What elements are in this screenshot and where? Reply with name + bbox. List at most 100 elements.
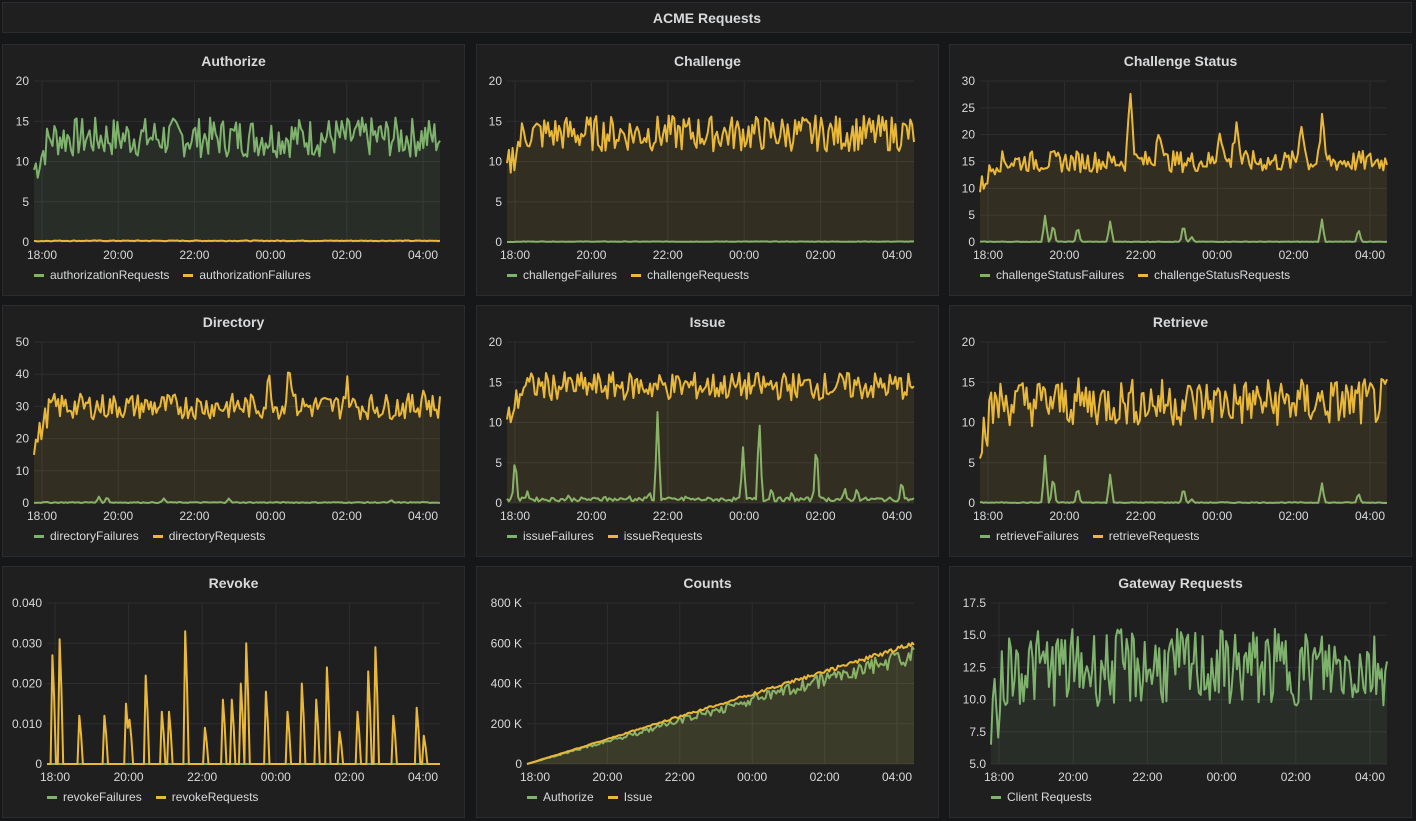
series-line-authorizationRequests[interactable] [33,116,441,179]
series-line-challengeFailures[interactable] [507,240,915,243]
series-area-fill [507,115,914,242]
y-tick-label: 10 [16,464,30,478]
panel-legend: directoryFailures directoryRequests [34,529,279,543]
series-line-directoryRequests[interactable] [33,371,441,456]
panel-challenge[interactable]: Challenge 0 5 10 15 20 18:00 20:00 22:00 00:00 02:… [476,44,939,296]
x-tick-label: 18:00 [973,248,1003,262]
panel-directory[interactable]: Directory 0 10 20 30 40 50 18:00 20:00 22:00 00:00… [2,305,465,557]
panel-graph[interactable]: 0 0.010 0.020 0.030 0.040 18:00 20:00 22:00 00:0… [3,567,466,819]
legend-item[interactable]: challengeRequests [631,268,749,282]
legend-item[interactable]: Client Requests [991,790,1092,804]
y-tick-label: 15.0 [963,628,987,642]
panel-graph[interactable]: 0 5 10 15 20 18:00 20:00 22:00 00:00 02:00 04:00 [950,306,1413,558]
panel-title[interactable]: Challenge [674,53,741,69]
x-tick-label: 18:00 [500,509,530,523]
legend-item[interactable]: Issue [607,790,652,804]
x-tick-label: 00:00 [256,509,286,523]
legend-item[interactable]: challengeStatusFailures [980,268,1124,282]
panel-title[interactable]: Retrieve [1152,314,1209,330]
panel-revoke[interactable]: Revoke 0 0.010 0.020 0.030 0.040 18:00 20:00 22:… [2,566,465,818]
legend-item[interactable]: challengeFailures [507,268,617,282]
legend-item[interactable]: authorizationFailures [183,268,311,282]
y-tick-label: 20 [16,432,30,446]
panel-graph[interactable]: 0 10 20 30 40 50 18:00 20:00 22:00 00:00 02:00 04:0… [3,306,466,558]
series-line-Client Requests[interactable] [990,627,1388,745]
legend-item[interactable]: revokeFailures [47,790,142,804]
y-tick-label: 40 [16,367,30,381]
panel-graph[interactable]: 0 200 K 400 K 600 K 800 K 18:00 20:00 22:00 00:0… [477,567,940,819]
series-line-challengeStatusFailures[interactable] [980,214,1388,243]
series-line-issueRequests[interactable] [506,371,915,424]
series-line-retrieveFailures[interactable] [979,454,1388,504]
legend-item[interactable]: issueRequests [607,529,702,543]
y-tick-label: 0 [22,496,29,510]
legend-item[interactable]: revokeRequests [155,790,258,804]
panel-legend: authorizationRequests authorizationFailur… [34,268,325,282]
x-tick-label: 00:00 [729,248,759,262]
x-tick-label: 18:00 [500,248,530,262]
panel-challenge-status[interactable]: Challenge Status 0 5 10 15 20 25 30 18:00 20:00 22… [949,44,1412,296]
legend-swatch [155,795,166,799]
panel-legend: Client Requests [991,790,1106,804]
panel-issue[interactable]: Issue 0 5 10 15 20 18:00 20:00 22:00 00:00 02:00 04… [476,305,939,557]
x-tick-label: 00:00 [729,509,759,523]
series-area-fill [991,628,1387,764]
panel-title[interactable]: Directory [202,314,265,330]
y-tick-label: 10 [489,416,503,430]
legend-item[interactable]: retrieveRequests [1092,529,1199,543]
x-tick-label: 00:00 [1202,509,1232,523]
series-line-challengeRequests[interactable] [506,114,915,174]
legend-item[interactable]: issueFailures [507,529,594,543]
y-tick-label: 10 [962,416,976,430]
dashboard-row-header[interactable]: ACME Requests [2,2,1412,33]
y-tick-label: 20 [962,128,976,142]
panel-counts[interactable]: Counts 0 200 K 400 K 600 K 800 K 18:00 20:00 22:… [476,566,939,818]
series-line-issueFailures[interactable] [506,411,915,503]
legend-item[interactable]: authorizationRequests [34,268,169,282]
legend-item[interactable]: retrieveFailures [980,529,1079,543]
panel-graph[interactable]: 0 5 10 15 20 18:00 20:00 22:00 00:00 02:00 04:00 [3,45,466,297]
panel-graph[interactable]: 0 5 10 15 20 18:00 20:00 22:00 00:00 02:00 04:00 [477,306,940,558]
x-tick-label: 02:00 [332,248,362,262]
series-line-Authorize[interactable] [526,646,915,765]
panel-title[interactable]: Gateway Requests [1118,575,1243,591]
x-tick-label: 04:00 [408,770,438,784]
y-tick-label: 5.0 [969,757,986,771]
panel-gateway-requests[interactable]: Gateway Requests 5.0 7.5 10.0 12.5 15.0 17.5 18… [949,566,1412,818]
legend-label: directoryRequests [168,529,266,543]
x-tick-label: 18:00 [973,509,1003,523]
series-line-retrieveRequests[interactable] [979,377,1388,459]
panel-title[interactable]: Revoke [208,575,259,591]
legend-item[interactable]: challengeStatusRequests [1138,268,1290,282]
y-tick-label: 5 [968,208,975,222]
series-line-revokeRequests[interactable] [47,630,440,765]
legend-item[interactable]: directoryFailures [34,529,139,543]
x-tick-label: 22:00 [179,509,209,523]
x-tick-label: 20:00 [1049,248,1079,262]
panel-graph[interactable]: 0 5 10 15 20 18:00 20:00 22:00 00:00 02:00 04:00 [477,45,940,297]
legend-label: authorizationFailures [199,268,311,282]
panel-title[interactable]: Counts [683,575,732,591]
series-line-authorizationFailures[interactable] [33,239,441,243]
x-tick-label: 04:00 [1355,248,1385,262]
legend-item[interactable]: Authorize [527,790,594,804]
x-tick-label: 22:00 [653,509,683,523]
panel-authorize[interactable]: Authorize 0 5 10 15 20 18:00 20:00 22:00 00:00 02:… [2,44,465,296]
panel-title[interactable]: Authorize [201,53,266,69]
y-tick-label: 15 [489,114,503,128]
x-tick-label: 22:00 [179,248,209,262]
series-line-Issue[interactable] [526,641,915,765]
panel-graph[interactable]: 0 5 10 15 20 25 30 18:00 20:00 22:00 00:00 02:00 04:… [950,45,1413,297]
panel-title[interactable]: Issue [689,314,726,330]
panel-title[interactable]: Challenge Status [1123,53,1238,69]
x-tick-label: 02:00 [806,509,836,523]
x-tick-label: 22:00 [187,770,217,784]
x-tick-label: 02:00 [1279,509,1309,523]
y-tick-label: 600 K [491,636,522,650]
panel-retrieve[interactable]: Retrieve 0 5 10 15 20 18:00 20:00 22:00 00:00 02:0… [949,305,1412,557]
y-tick-label: 0 [495,496,502,510]
legend-item[interactable]: directoryRequests [152,529,266,543]
series-line-directoryFailures[interactable] [33,495,441,504]
panel-graph[interactable]: 5.0 7.5 10.0 12.5 15.0 17.5 18:00 20:00 22:00 00:… [950,567,1413,819]
series-line-challengeStatusRequests[interactable] [979,92,1388,193]
